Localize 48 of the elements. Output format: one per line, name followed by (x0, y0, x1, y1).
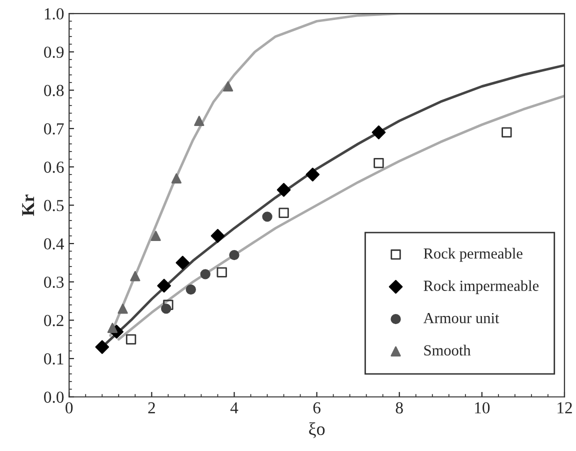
point (276, 182, 291, 197)
point (374, 158, 384, 168)
x-tick-label: 6 (313, 402, 320, 414)
y-tick-label: 0.5 (44, 200, 64, 212)
point (262, 212, 272, 222)
point (372, 125, 386, 140)
point (502, 127, 512, 138)
legend-label: Rock permeable (424, 248, 522, 262)
x-tick-label: 2 (148, 402, 155, 414)
point (210, 228, 225, 243)
point (229, 250, 240, 260)
point (118, 304, 128, 314)
y-tick-label: 0.9 (44, 46, 64, 58)
y-tick-label: 0.7 (44, 123, 64, 135)
y-tick-label: 0.0 (44, 392, 64, 403)
point (194, 116, 204, 126)
point (222, 81, 234, 92)
point (126, 334, 136, 344)
point (130, 271, 140, 282)
point (171, 173, 182, 184)
y-tick-label: 0.4 (44, 238, 64, 250)
x-tick-label: 12 (558, 402, 572, 414)
point (176, 256, 190, 270)
point (278, 208, 289, 218)
y-tick-label: 0.2 (44, 314, 64, 326)
point (163, 300, 174, 310)
x-tick-label: 0 (66, 402, 73, 414)
point (216, 267, 227, 278)
legend-label: Smooth (424, 344, 471, 356)
x-axis-title: ξo (309, 422, 325, 438)
y-tick-label: 0.6 (44, 162, 64, 173)
y-axis-title: Kr (22, 194, 34, 216)
y-tick-label: 1.0 (44, 8, 64, 20)
point (306, 168, 320, 182)
point (161, 304, 172, 314)
x-tick-label: 4 (230, 402, 238, 414)
x-tick-label: 10 (475, 402, 490, 414)
point (186, 284, 196, 295)
y-tick-label: 0.8 (44, 84, 64, 96)
y-tick-label: 0.3 (44, 276, 64, 288)
legend-label: Armour unit (423, 312, 500, 324)
point (157, 278, 171, 293)
legend-label: Rock impermeable (424, 280, 539, 294)
point (95, 340, 110, 354)
point (150, 230, 161, 241)
point (200, 269, 210, 280)
x-tick-label: 8 (396, 402, 403, 414)
y-tick-label: 0.1 (44, 353, 64, 365)
